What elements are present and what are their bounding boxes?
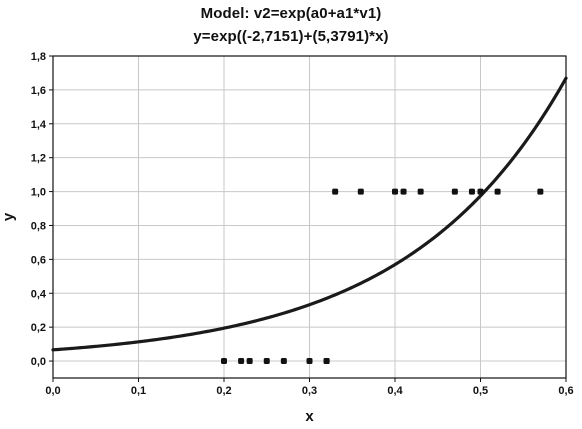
points-layer — [221, 188, 544, 365]
data-point — [468, 188, 475, 195]
y-tick-label: 1,8 — [31, 51, 46, 63]
x-tick-label: 0,3 — [302, 385, 317, 397]
data-point — [357, 188, 364, 195]
y-tick-label: 1,2 — [31, 153, 46, 165]
data-point — [451, 188, 458, 195]
y-tick-label: 1,6 — [31, 85, 46, 97]
data-point — [263, 358, 270, 365]
y-tick-label: 0,2 — [31, 322, 46, 334]
chart-subtitle: y=exp((-2,7151)+(5,3791)*x) — [193, 28, 389, 45]
data-point — [238, 358, 245, 365]
y-tick-labels: 0,0 0,2 0,4 0,6 0,8 1,0 1,2 1,4 1,6 1,8 — [31, 51, 47, 368]
y-tick-label: 0,8 — [31, 220, 46, 232]
y-tick-label: 0,0 — [31, 356, 46, 368]
fit-curve — [51, 76, 568, 352]
data-point — [246, 358, 253, 365]
data-point — [400, 188, 407, 195]
data-point — [332, 188, 339, 195]
chart-title: Model: v2=exp(a0+a1*v1) — [200, 5, 382, 22]
axes — [49, 55, 567, 382]
y-tick-label: 0,4 — [31, 288, 47, 300]
x-tick-label: 0,1 — [131, 385, 146, 397]
data-point — [537, 188, 544, 195]
data-point — [306, 358, 313, 365]
y-tick-label: 1,4 — [31, 119, 47, 131]
data-point — [280, 358, 287, 365]
data-point — [221, 358, 227, 365]
x-tick-label: 0,5 — [473, 385, 488, 397]
data-point — [417, 188, 424, 195]
data-point — [494, 188, 501, 195]
grid — [53, 55, 566, 378]
data-point — [323, 358, 330, 365]
curve-layer — [51, 76, 568, 352]
x-tick-labels: 0,0 0,1 0,2 0,3 0,4 0,5 0,6 — [45, 385, 573, 397]
data-point — [477, 188, 484, 195]
x-tick-label: 0,4 — [387, 385, 403, 397]
y-tick-label: 1,0 — [31, 187, 46, 199]
x-tick-label: 0,0 — [45, 385, 60, 397]
data-point — [392, 188, 398, 195]
x-axis-label: x — [305, 408, 314, 425]
x-tick-label: 0,6 — [558, 385, 573, 397]
y-axis-label: y — [0, 212, 17, 221]
y-tick-label: 0,6 — [31, 254, 46, 266]
x-tick-label: 0,2 — [216, 385, 231, 397]
